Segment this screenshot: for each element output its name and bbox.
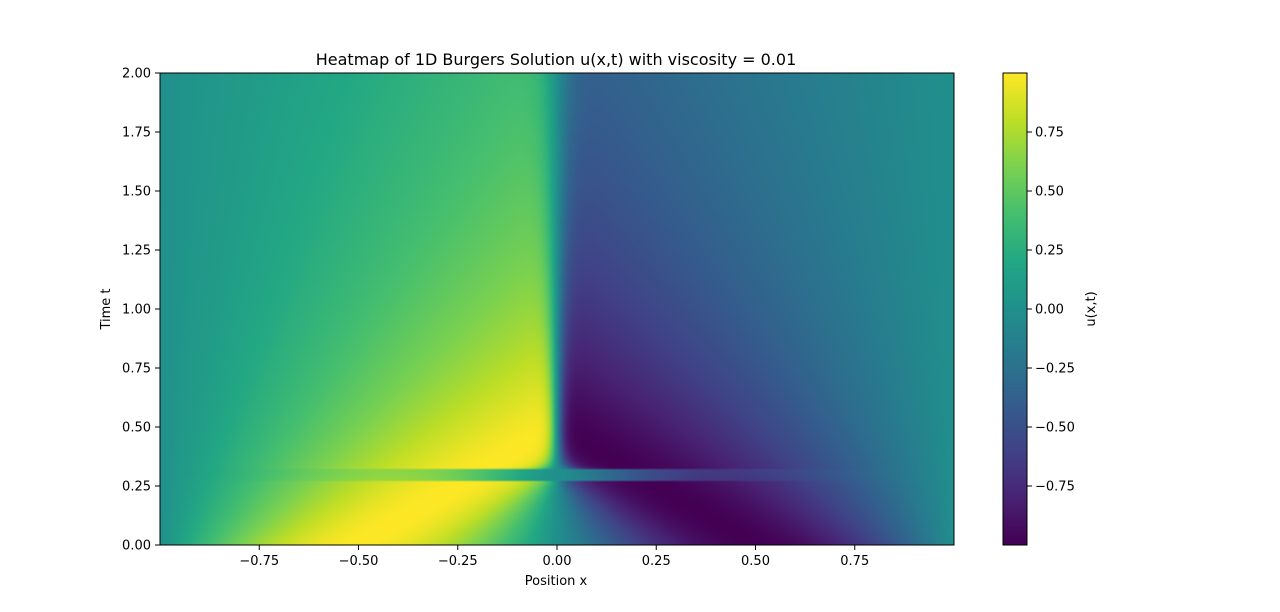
colorbar-tick-label: 0.25 (1035, 244, 1064, 259)
x-tick-label: −0.25 (438, 554, 478, 569)
heatmap-image (160, 73, 954, 545)
y-tick-label: 1.25 (122, 244, 151, 259)
chart-title: Heatmap of 1D Burgers Solution u(x,t) wi… (316, 50, 797, 69)
y-tick-label: 0.00 (122, 539, 151, 554)
y-tick-label: 1.00 (122, 303, 151, 318)
y-tick-label: 0.50 (122, 421, 151, 436)
colorbar-tick-label: −0.50 (1035, 421, 1075, 436)
y-tick-label: 2.00 (122, 67, 151, 82)
colorbar-tick-label: 0.00 (1035, 303, 1064, 318)
x-tick-label: 0.50 (741, 554, 770, 569)
y-tick-label: 0.75 (122, 362, 151, 377)
colorbar (1003, 73, 1027, 545)
x-tick-label: 0.75 (840, 554, 869, 569)
x-tick-label: −0.75 (239, 554, 279, 569)
colorbar-label: u(x,t) (1084, 291, 1099, 326)
x-tick-label: 0.25 (642, 554, 671, 569)
colorbar-tick-label: −0.75 (1035, 480, 1075, 495)
x-axis: −0.75 −0.50 −0.25 0.00 0.25 0.50 0.75 (239, 545, 869, 569)
y-axis-label: Time t (99, 288, 114, 330)
y-axis: 0.00 0.25 0.50 0.75 1.00 1.25 1.50 1.75 2.00 (122, 67, 160, 554)
y-tick-label: 1.75 (122, 126, 151, 141)
colorbar-tick-label: 0.75 (1035, 126, 1064, 141)
colorbar-tick-label: −0.25 (1035, 362, 1075, 377)
y-tick-label: 1.50 (122, 185, 151, 200)
colorbar-tick-label: 0.50 (1035, 185, 1064, 200)
colorbar-axis: −0.75 −0.50 −0.25 0.00 0.25 0.50 0.75 (1027, 126, 1075, 495)
y-tick-label: 0.25 (122, 480, 151, 495)
x-tick-label: 0.00 (543, 554, 572, 569)
x-tick-label: −0.50 (339, 554, 379, 569)
x-axis-label: Position x (525, 574, 588, 589)
